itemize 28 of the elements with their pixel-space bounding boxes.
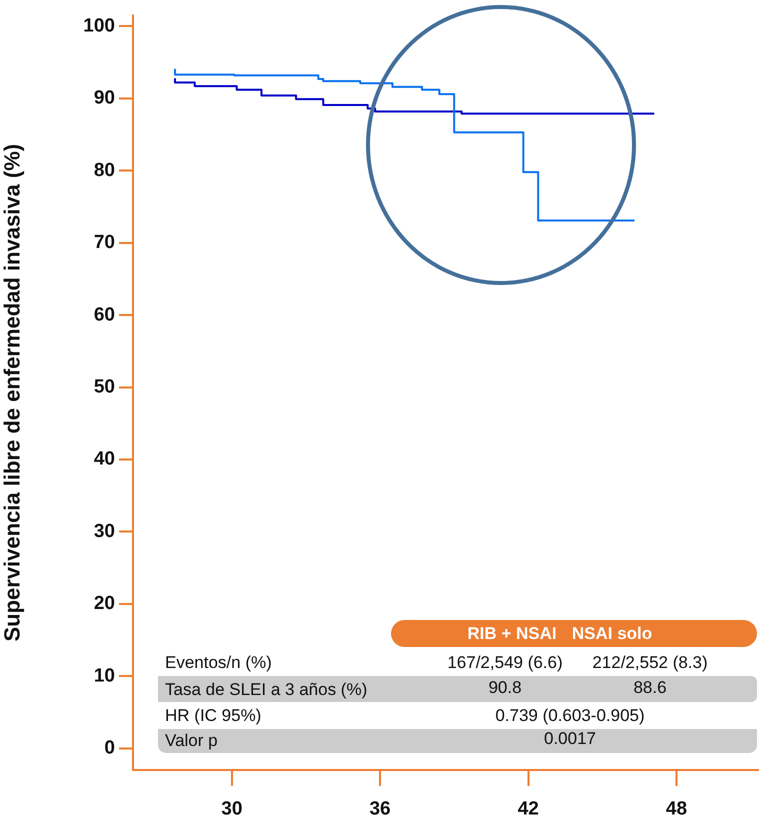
y-tick-label: 100 [83,15,115,36]
y-tick-label: 0 [104,738,115,759]
annotation: RIB + NSAI [467,623,557,645]
y-tick-label: 30 [94,520,115,542]
x-tick-label: 48 [666,798,688,820]
y-tick-label: 80 [94,160,115,181]
annotation: Eventos/n (%) [165,652,272,674]
y-tick-label: 10 [94,665,115,686]
annotation: 90.8 [488,677,522,699]
y-tick-label: 60 [94,304,115,326]
annotation: NSAI solo [572,623,652,645]
x-tick-label: 42 [518,798,539,820]
annotation: HR (IC 95%) [165,705,262,727]
x-tick-label: 36 [369,798,391,820]
annotation: Valor p [165,730,218,752]
annotation: 0.739 (0.603-0.905) [495,705,645,727]
y-tick-label: 90 [94,88,115,109]
annotation: 0.0017 [544,728,596,750]
x-tick-label: 30 [221,798,242,820]
y-tick-label: 50 [94,376,115,398]
y-tick-label: 40 [94,448,115,470]
y-tick-label: 20 [94,593,115,614]
annotation: 167/2,549 (6.6) [447,652,563,674]
annotation: Tasa de SLEI a 3 años (%) [165,679,368,701]
annotation: 88.6 [633,677,667,699]
y-axis-title: Supervivencia libre de enfermedad invasiva (%) [0,144,24,642]
annotation: 212/2,552 (8.3) [592,652,708,674]
y-tick-label: 70 [94,232,115,254]
